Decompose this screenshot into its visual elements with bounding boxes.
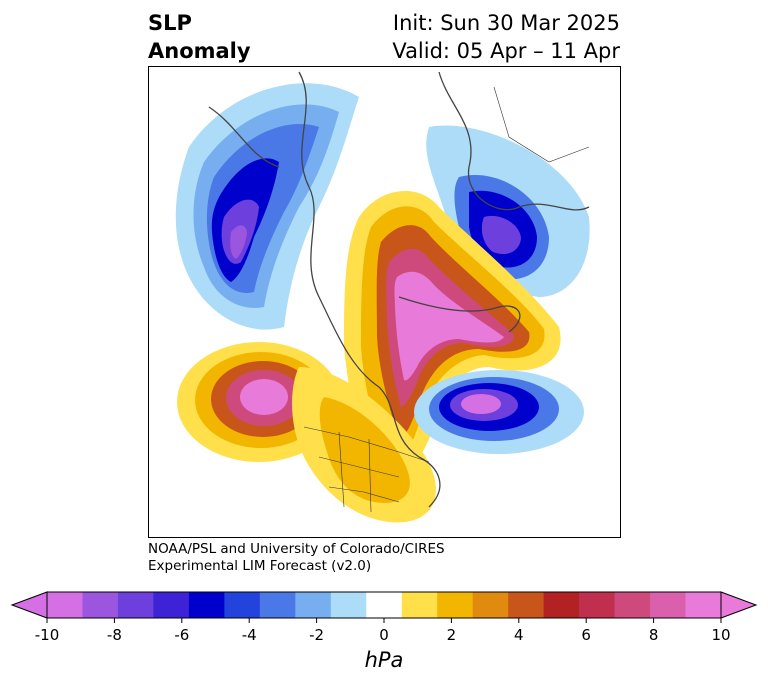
credit-line-1: NOAA/PSL and University of Colorado/CIRE… <box>148 541 445 557</box>
colorbar-cell <box>472 592 509 618</box>
colorbar-tick-label: 8 <box>649 626 659 644</box>
colorbar-tick-label: 4 <box>514 626 524 644</box>
negative-anomaly-west <box>175 83 359 330</box>
colorbar-cell <box>47 592 83 618</box>
colorbar-cell <box>117 592 154 618</box>
colorbar-tick-label: -10 <box>35 626 60 644</box>
colorbar-cell <box>650 592 687 618</box>
colorbar-tick-label: 0 <box>379 626 389 644</box>
colorbar-extend-max <box>720 591 758 619</box>
colorbar-tick-label: 6 <box>581 626 591 644</box>
colorbar-cell <box>685 592 722 618</box>
coastlines <box>208 71 590 508</box>
colorbar-tick-label: -8 <box>107 626 122 644</box>
colorbar-cell <box>579 592 616 618</box>
colorbar-cell <box>82 592 119 618</box>
colorbar-unit: hPa <box>364 648 404 672</box>
colorbar-tick-label: 10 <box>711 626 730 644</box>
title-line-2: Anomaly <box>148 39 251 63</box>
init-date: Init: Sun 30 Mar 2025 <box>392 11 620 35</box>
credit-text: NOAA/PSL and University of Colorado/CIRE… <box>148 541 445 575</box>
colorbar-cell <box>153 592 190 618</box>
colorbar-tick-label: -4 <box>242 626 257 644</box>
colorbar-ticks: -10 -8 -6 -4 -2 0 2 4 6 8 10 <box>35 618 731 644</box>
colorbar-cell <box>259 592 296 618</box>
colorbar-extend-min <box>10 591 48 619</box>
colorbar-cell <box>366 592 403 618</box>
colorbar-cell <box>543 592 580 618</box>
title-line-1: SLP <box>148 11 192 35</box>
valid-range: Valid: 05 Apr – 11 Apr <box>392 39 620 63</box>
colorbar-cell <box>508 592 545 618</box>
credit-line-2: Experimental LIM Forecast (v2.0) <box>148 558 372 574</box>
colorbar-cell <box>224 592 261 618</box>
colorbar-cell <box>401 592 438 618</box>
map-canvas <box>175 71 590 523</box>
colorbar-cell <box>437 592 474 618</box>
slp-anomaly-map <box>148 66 621 538</box>
colorbar-tick-label: 2 <box>447 626 457 644</box>
colorbar-cell <box>330 592 367 618</box>
positive-anomaly-arctic <box>344 190 561 487</box>
map-title: SLP Anomaly <box>148 9 251 65</box>
colorbar: -10 -8 -6 -4 -2 0 2 4 6 8 10 <box>10 591 758 644</box>
political-borders <box>303 86 590 513</box>
colorbar-cell <box>295 592 332 618</box>
forecast-dates: Init: Sun 30 Mar 2025 Valid: 05 Apr – 11… <box>392 9 620 65</box>
colorbar-tick-label: -6 <box>174 626 189 644</box>
colorbar-cell <box>188 592 225 618</box>
colorbar-tick-label: -2 <box>309 626 324 644</box>
colorbar-cell <box>614 592 651 618</box>
negative-anomaly-atlantic <box>414 370 584 454</box>
colorbar-cells <box>10 591 758 619</box>
